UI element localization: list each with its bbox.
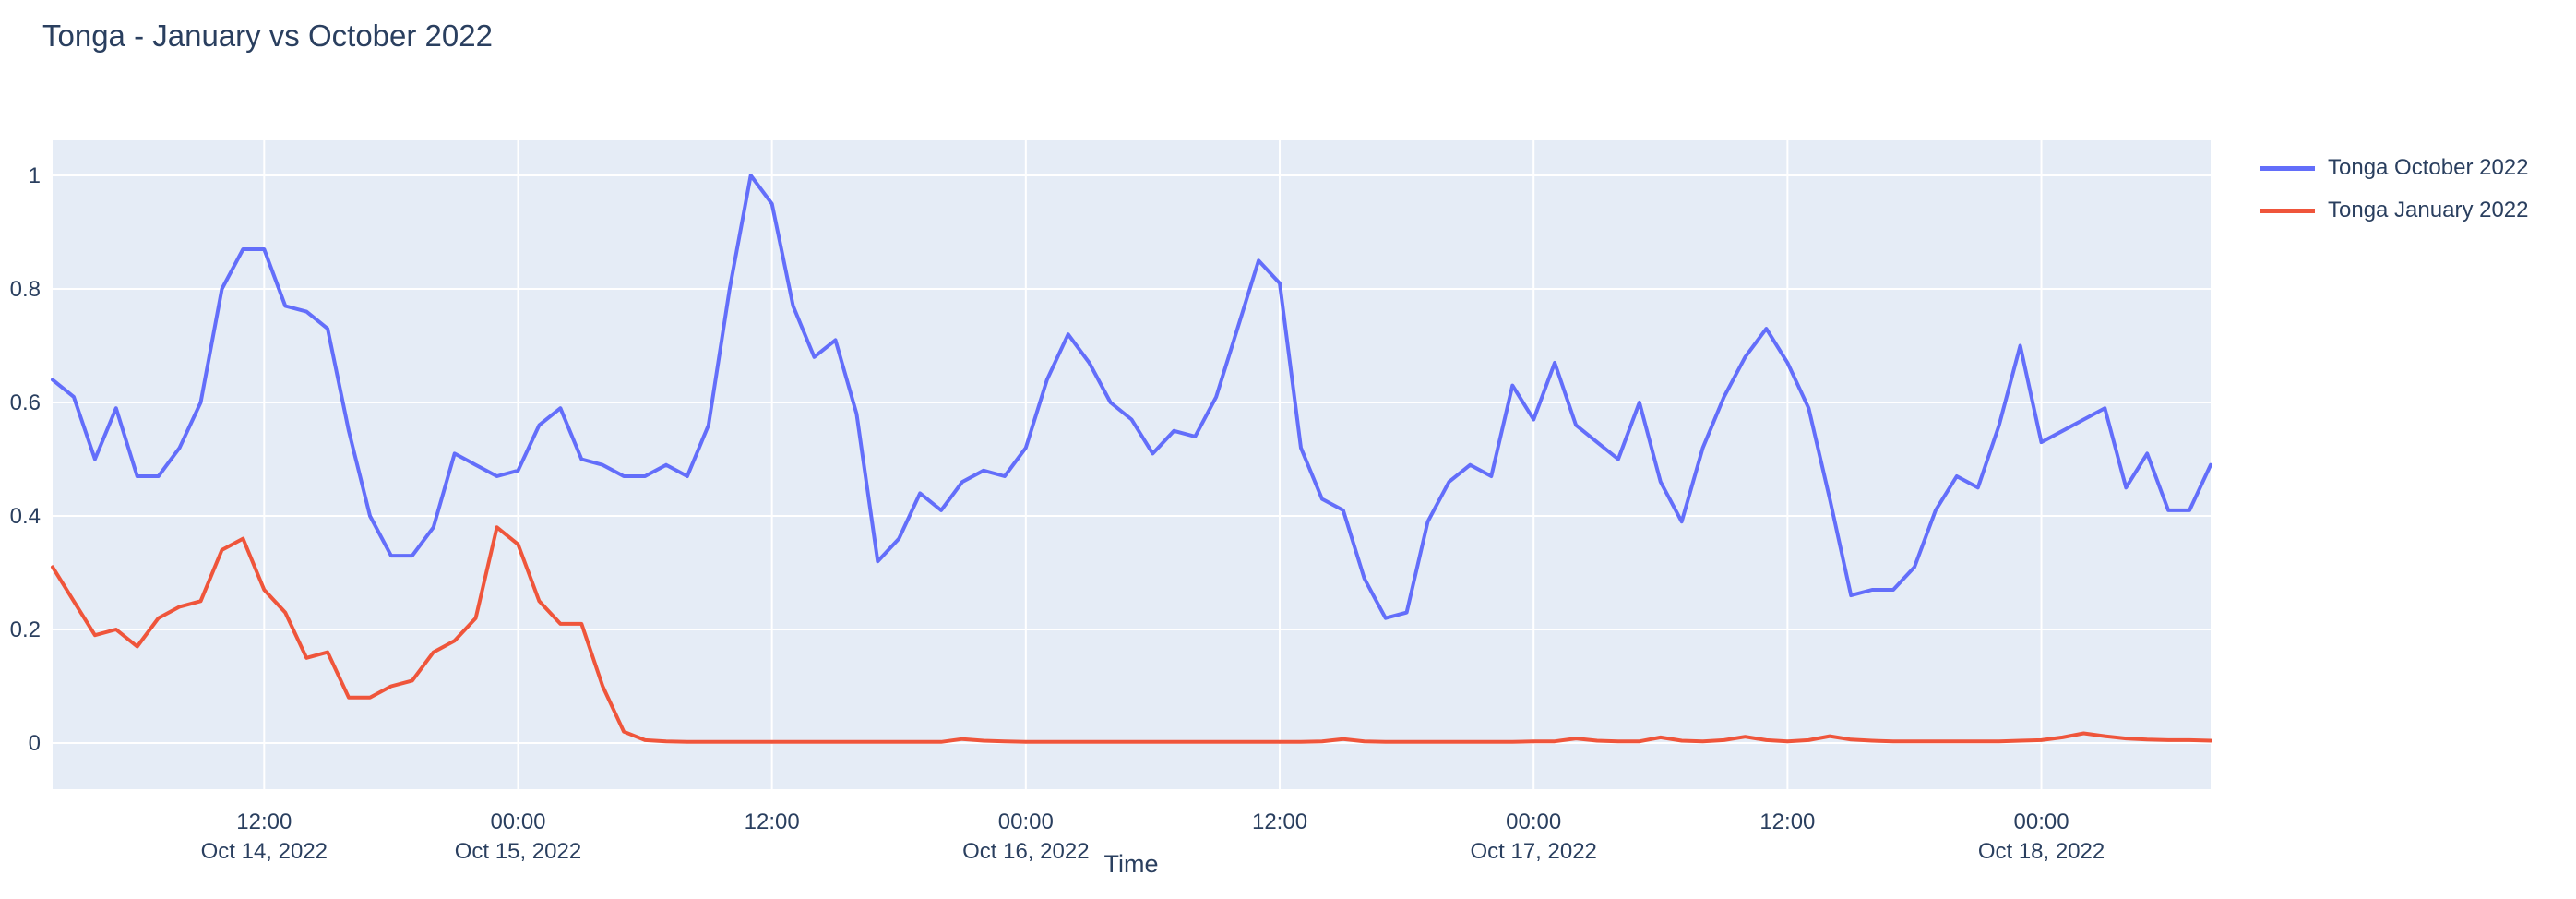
y-tick-label: 0.2 (10, 617, 41, 642)
legend-line-swatch (2260, 165, 2315, 171)
x-tick-date: Oct 16, 2022 (962, 839, 1089, 864)
x-tick-time: 00:00 (998, 809, 1054, 834)
x-tick-date: Oct 14, 2022 (201, 839, 328, 864)
x-tick-time: 12:00 (1759, 809, 1815, 834)
y-tick-label: 0.6 (10, 390, 41, 415)
y-tick-label: 0 (29, 731, 41, 756)
x-tick-date: Oct 17, 2022 (1470, 839, 1596, 864)
x-tick-date: Oct 18, 2022 (1978, 839, 2105, 864)
x-axis-title: Time (1103, 850, 1159, 878)
series-line-tonga-october-2022 (51, 174, 2212, 620)
legend-item-tonga-january-2022[interactable]: Tonga January 2022 (2260, 194, 2529, 227)
x-tick-time: 00:00 (1506, 809, 1561, 834)
legend-label: Tonga October 2022 (2328, 155, 2529, 180)
y-tick-label: 0.8 (10, 277, 41, 302)
x-tick-time: 12:00 (1252, 809, 1307, 834)
x-tick-time: 00:00 (490, 809, 545, 834)
x-tick-time: 12:00 (745, 809, 800, 834)
x-tick-date: Oct 15, 2022 (455, 839, 581, 864)
chart-title: Tonga - January vs October 2022 (42, 18, 493, 53)
legend-line-swatch (2260, 208, 2315, 213)
series-line-tonga-january-2022 (51, 525, 2212, 744)
legend-label: Tonga January 2022 (2328, 198, 2529, 222)
legend: Tonga October 2022 Tonga January 2022 (2260, 151, 2529, 236)
y-tick-label: 0.4 (10, 504, 41, 529)
legend-item-tonga-october-2022[interactable]: Tonga October 2022 (2260, 151, 2529, 185)
plot-background (53, 140, 2211, 789)
y-tick-label: 1 (29, 163, 41, 188)
x-tick-time: 12:00 (236, 809, 292, 834)
x-tick-time: 00:00 (2014, 809, 2069, 834)
